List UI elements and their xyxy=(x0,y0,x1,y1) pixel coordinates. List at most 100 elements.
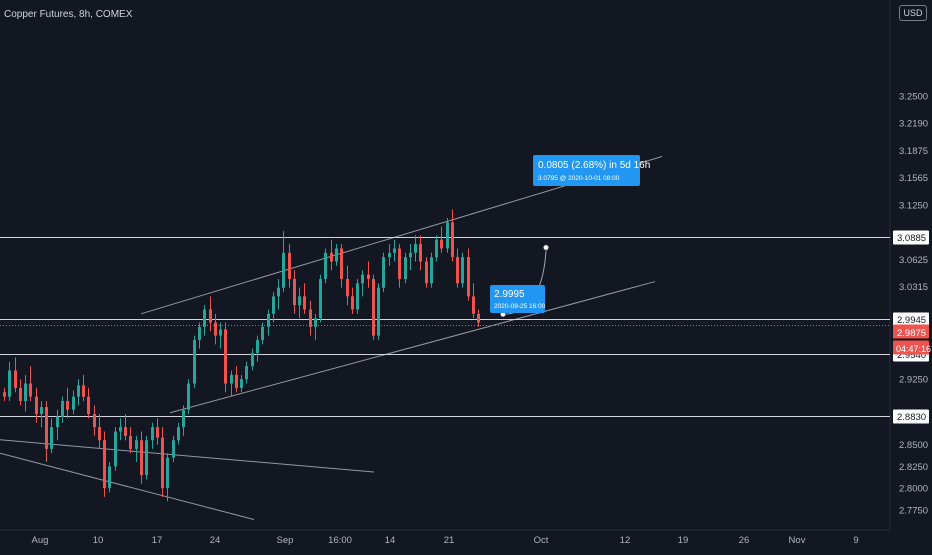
measure-start-price: 2.9995 xyxy=(494,289,525,300)
candle-body xyxy=(214,322,217,336)
candle-body xyxy=(330,252,333,262)
candle-body xyxy=(245,366,248,380)
candle-body xyxy=(114,431,117,467)
descending-channel-line xyxy=(0,452,255,521)
countdown-badge xyxy=(893,340,929,355)
candle-body xyxy=(404,257,407,279)
candle-body xyxy=(324,252,327,279)
candle-body xyxy=(477,313,480,323)
time-tick-label: Aug xyxy=(32,535,49,546)
measure-target-box xyxy=(533,155,640,186)
candle-body xyxy=(124,427,127,436)
candle-body xyxy=(309,309,312,327)
candle-body xyxy=(461,257,464,284)
candle-body xyxy=(319,278,322,319)
level-badge-label: 2.9540 xyxy=(897,350,926,361)
candle-body xyxy=(172,440,175,458)
time-axis[interactable]: Aug 10 17 24 Sep 16:00 14 21 Oct 12 19 26 Nov 9 xyxy=(32,535,859,546)
candle-body xyxy=(314,318,317,327)
candle-body xyxy=(472,296,475,314)
candle-body xyxy=(45,407,48,449)
price-tick-label: 2.8250 xyxy=(899,462,928,473)
price-tick-label: 2.9250 xyxy=(899,375,928,386)
candle-body xyxy=(14,370,17,388)
candle-body xyxy=(87,396,90,415)
candle-body xyxy=(335,248,338,262)
candle-body xyxy=(435,239,438,258)
candlesticks xyxy=(3,209,480,502)
time-tick-label: 10 xyxy=(93,535,104,546)
candle-body xyxy=(456,257,459,284)
candle-body xyxy=(251,353,254,367)
last-price-label: 2.9875 xyxy=(897,328,926,339)
candle-body xyxy=(440,239,443,249)
level-badge-3.0885 xyxy=(893,230,929,245)
candle-body xyxy=(40,407,43,415)
candle-body xyxy=(156,427,159,438)
candle-body xyxy=(288,252,291,279)
candle-body xyxy=(409,252,412,258)
candle-body xyxy=(3,392,6,397)
candle-body xyxy=(72,396,75,410)
candle-body xyxy=(303,296,306,310)
time-tick-label: Sep xyxy=(277,535,294,546)
candle-body xyxy=(161,437,164,489)
price-tick-label: 3.1250 xyxy=(899,200,928,211)
candle-body xyxy=(393,248,396,253)
price-tick-label: 3.1875 xyxy=(899,146,928,157)
candle-body xyxy=(135,440,138,449)
candle-body xyxy=(50,427,53,449)
time-tick-label: 26 xyxy=(739,535,750,546)
time-tick-label: 19 xyxy=(678,535,689,546)
candle-body xyxy=(187,383,190,410)
candle-body xyxy=(29,383,32,397)
price-tick-label: 2.8000 xyxy=(899,484,928,495)
time-tick-label: Nov xyxy=(789,535,806,546)
candle-body xyxy=(108,466,111,489)
time-tick-label: 21 xyxy=(444,535,455,546)
candle-body xyxy=(267,313,270,327)
time-tick-label: 16:00 xyxy=(328,535,352,546)
candle-body xyxy=(372,278,375,336)
price-tick-label: 3.0315 xyxy=(899,282,928,293)
candle-body xyxy=(235,374,238,388)
price-tick-label: 3.1565 xyxy=(899,173,928,184)
price-tick-label: 2.8500 xyxy=(899,440,928,451)
candle-body xyxy=(93,414,96,428)
candle-body xyxy=(61,400,64,417)
last-price-badge xyxy=(893,324,929,339)
candle-body xyxy=(419,244,422,262)
candle-body xyxy=(77,385,80,397)
candle-body xyxy=(203,309,206,327)
price-tick-label: 3.0625 xyxy=(899,255,928,266)
price-measure-tool[interactable]: 2.9995 2020-09-25 16:00 0.0805 (2.68%) in … xyxy=(490,155,650,318)
candle-body xyxy=(230,374,233,384)
candle-body xyxy=(346,278,349,297)
descending-channel-line xyxy=(0,439,375,473)
candle-body xyxy=(277,287,280,297)
level-badge-2.8830 xyxy=(893,409,929,424)
candle-body xyxy=(446,222,449,249)
time-tick-label: 9 xyxy=(853,535,858,546)
currency-badge[interactable]: USD xyxy=(899,5,927,21)
candle-body xyxy=(351,296,354,310)
candle-body xyxy=(66,400,69,410)
price-tick-label: 3.2500 xyxy=(899,91,928,102)
candle-body xyxy=(193,339,196,384)
candle-body xyxy=(182,409,185,428)
candle-body xyxy=(35,396,38,415)
candle-body xyxy=(356,283,359,310)
candle-body xyxy=(414,244,417,253)
candle-body xyxy=(240,379,243,388)
chart-title: Copper Futures, 8h, COMEX xyxy=(4,9,133,20)
candle-body xyxy=(8,370,11,397)
time-tick-label: 12 xyxy=(620,535,631,546)
candle-body xyxy=(425,261,428,284)
candle-body xyxy=(224,329,227,384)
candle-body xyxy=(256,339,259,354)
candle-body xyxy=(98,427,101,441)
candle-body xyxy=(398,248,401,279)
price-axis[interactable]: 3.2500 3.2190 3.1875 3.1565 3.1250 3.0625 3.03… xyxy=(893,91,931,516)
